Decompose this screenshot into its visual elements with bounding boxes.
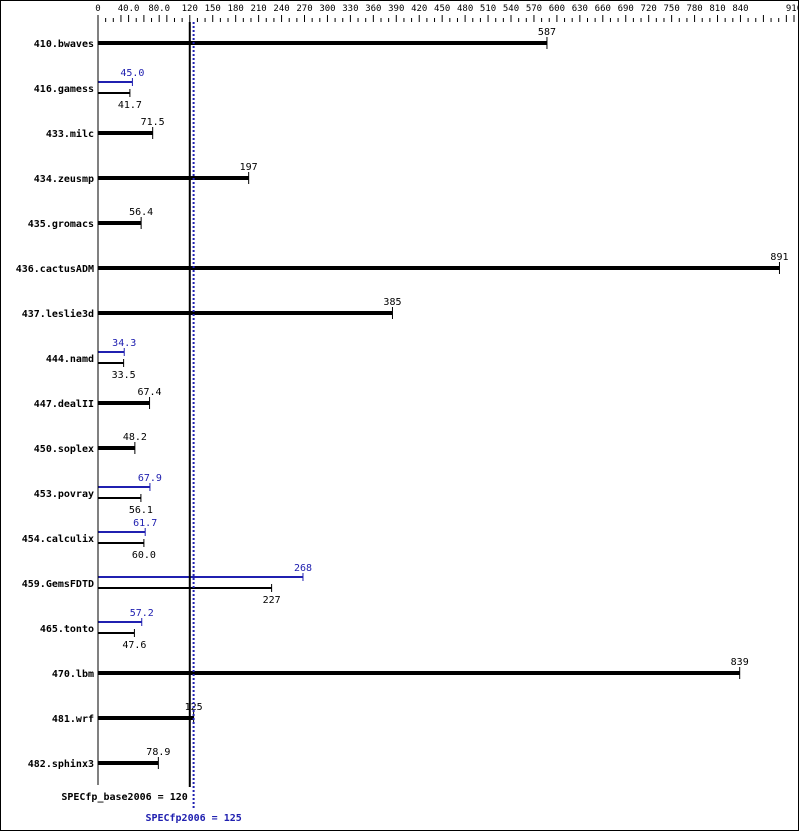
x-tick-label: 600 <box>549 4 565 14</box>
x-tick-label: 630 <box>572 4 588 14</box>
category-label: 447.dealII <box>34 399 94 410</box>
category-label: 481.wrf <box>52 714 94 725</box>
data-label: 71.5 <box>141 117 165 128</box>
category-label: 470.lbm <box>52 669 94 680</box>
base-data-label: 47.6 <box>122 640 146 651</box>
x-tick-label: 450 <box>434 4 450 14</box>
x-tick-label: 270 <box>296 4 312 14</box>
peak-data-label: 67.9 <box>138 473 162 484</box>
x-tick-label: 390 <box>388 4 404 14</box>
category-label: 453.povray <box>34 489 94 500</box>
peak-reference-label: SPECfp2006 = 125 <box>145 813 241 824</box>
x-tick-label: 540 <box>503 4 519 14</box>
category-label: 436.cactusADM <box>16 264 94 275</box>
x-tick-label: 330 <box>342 4 358 14</box>
category-label: 435.gromacs <box>28 219 94 230</box>
data-label: 48.2 <box>123 432 147 443</box>
category-label: 433.milc <box>46 128 94 140</box>
peak-data-label: 61.7 <box>133 518 157 529</box>
x-tick-label: 570 <box>526 4 542 14</box>
x-tick-label: 510 <box>480 4 496 14</box>
peak-data-label: 268 <box>294 563 312 574</box>
data-label: 67.4 <box>138 387 162 398</box>
data-label: 197 <box>240 162 258 173</box>
x-tick-label: 120 <box>182 4 198 14</box>
base-data-label: 227 <box>263 595 281 606</box>
x-tick-label: 480 <box>457 4 473 14</box>
x-tick-label: 40.0 <box>118 4 140 14</box>
peak-data-label: 57.2 <box>130 608 154 619</box>
peak-data-label: 34.3 <box>112 338 136 349</box>
data-label: 587 <box>538 27 556 38</box>
base-data-label: 41.7 <box>118 100 142 111</box>
category-label: 454.calculix <box>22 533 94 545</box>
x-tick-label: 910 <box>786 4 799 14</box>
x-tick-label: 180 <box>228 4 244 14</box>
base-data-label: 60.0 <box>132 550 156 561</box>
data-label: 839 <box>731 657 749 668</box>
x-tick-label: 810 <box>709 4 725 14</box>
category-label: 465.tonto <box>40 624 94 635</box>
category-label: 459.GemsFDTD <box>22 579 94 590</box>
category-label: 434.zeusmp <box>34 174 94 185</box>
base-reference-label: SPECfp_base2006 = 120 <box>61 792 187 803</box>
x-tick-label: 720 <box>641 4 657 14</box>
base-data-label: 56.1 <box>129 505 153 516</box>
category-label: 416.gamess <box>34 84 94 95</box>
x-tick-label: 420 <box>411 4 427 14</box>
base-data-label: 33.5 <box>112 370 136 381</box>
x-tick-label: 660 <box>595 4 611 14</box>
category-label: 410.bwaves <box>34 39 94 50</box>
x-tick-label: 690 <box>618 4 634 14</box>
data-label: 78.9 <box>146 747 170 758</box>
x-tick-label: 210 <box>250 4 266 14</box>
category-label: 482.sphinx3 <box>28 758 94 770</box>
data-label: 891 <box>770 252 788 263</box>
peak-data-label: 45.0 <box>120 68 144 79</box>
x-tick-label: 360 <box>365 4 381 14</box>
category-label: 444.namd <box>46 354 94 365</box>
x-tick-label: 240 <box>273 4 289 14</box>
data-label: 56.4 <box>129 207 153 218</box>
x-tick-label: 80.0 <box>148 4 170 14</box>
x-tick-label: 780 <box>686 4 702 14</box>
x-tick-label: 150 <box>205 4 221 14</box>
x-tick-label: 300 <box>319 4 335 14</box>
x-tick-label: 750 <box>663 4 679 14</box>
category-label: 437.leslie3d <box>22 308 94 320</box>
category-label: 450.soplex <box>34 444 94 455</box>
data-label: 385 <box>383 297 401 308</box>
x-tick-label: 840 <box>732 4 748 14</box>
x-tick-label: 0 <box>95 4 100 14</box>
